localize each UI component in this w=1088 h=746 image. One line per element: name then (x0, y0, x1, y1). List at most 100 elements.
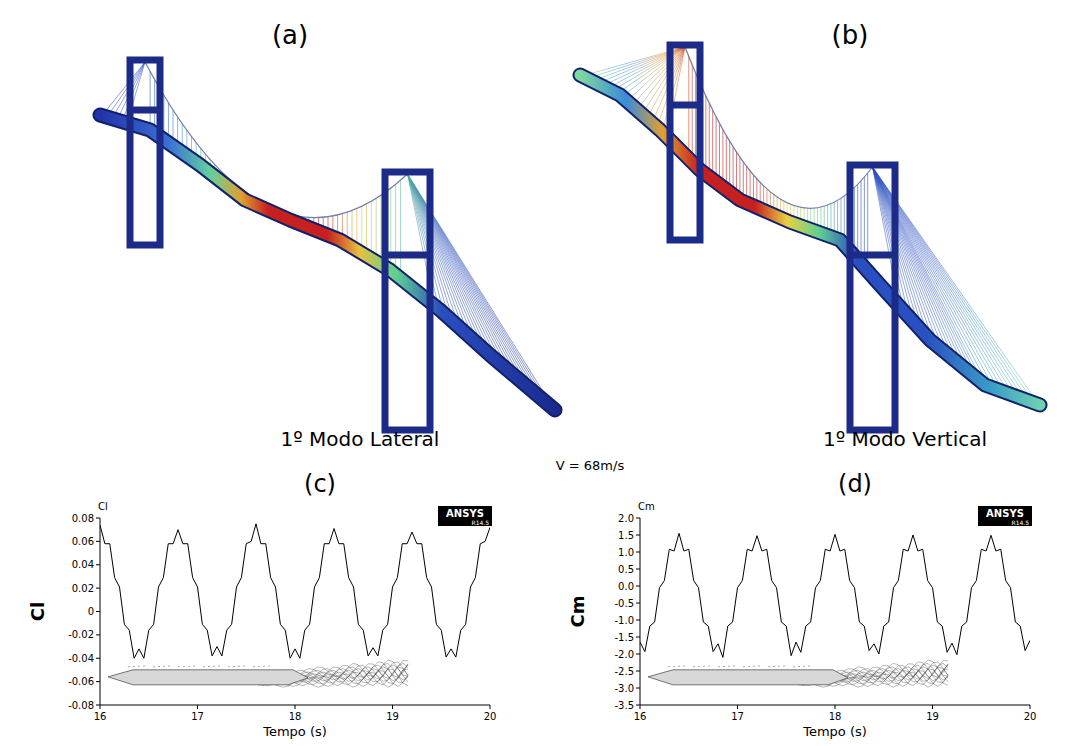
y-tick (96, 564, 100, 565)
hanger (395, 184, 396, 274)
y-tick (96, 518, 100, 519)
data-layer (100, 524, 490, 658)
main-cable (145, 62, 408, 218)
x-tick (737, 705, 738, 709)
y-tick (96, 705, 100, 706)
deck-edge (580, 75, 1040, 405)
axis-name: Cl (98, 501, 108, 512)
stay-cable (873, 167, 980, 380)
x-tick (490, 705, 491, 709)
x-tick (640, 705, 641, 709)
y-tick (96, 541, 100, 542)
streamline (253, 666, 273, 667)
x-axis-title: Tempo (s) (262, 724, 327, 739)
tower (670, 45, 700, 240)
tower (130, 60, 160, 245)
hanger (861, 181, 862, 264)
bridge-model (580, 45, 1040, 430)
y-tick (636, 552, 640, 553)
y-tick-label: -0.06 (68, 676, 94, 687)
badge-text: ANSYS (986, 508, 1024, 519)
y-tick (636, 654, 640, 655)
stay-cable (873, 167, 985, 384)
y-tick-label: 0.06 (72, 536, 94, 547)
stay-cable (408, 174, 495, 358)
badge (978, 506, 1032, 526)
x-tick (392, 705, 393, 709)
streamline (718, 666, 738, 667)
badge-version: R14.5 (471, 519, 489, 526)
x-tick-label: 17 (191, 711, 204, 722)
deck-section (108, 670, 308, 685)
badge (438, 506, 492, 526)
tower (850, 165, 895, 430)
panel-letter: (d) (838, 470, 872, 498)
stay-cable (627, 47, 685, 101)
y-tick (96, 588, 100, 589)
x-tick-label: 17 (731, 711, 744, 722)
deck (100, 115, 555, 410)
y-tick-label: -1.0 (614, 615, 634, 626)
stay-cable (408, 174, 515, 375)
streamline (768, 666, 788, 667)
y-tick (636, 705, 640, 706)
y-tick-label: -0.5 (614, 598, 634, 609)
x-tick (295, 705, 296, 709)
x-tick-label: 19 (386, 711, 399, 722)
y-tick-label: -2.5 (614, 666, 634, 677)
y-tick-label: 1.5 (618, 530, 634, 541)
y-tick-label: -0.04 (68, 653, 94, 664)
series-line (640, 533, 1030, 657)
hanger (376, 198, 377, 261)
panel-letter: (a) (272, 20, 308, 50)
deck-section (648, 670, 848, 685)
bridge-model (100, 60, 555, 430)
y-tick (96, 611, 100, 612)
figure: (a)1º Modo Lateral(b)1º Modo VerticalV =… (0, 0, 1088, 746)
y-tick (636, 603, 640, 604)
y-tick-label: -0.02 (68, 629, 94, 640)
y-tick-label: 0.0 (618, 581, 634, 592)
x-tick-label: 18 (829, 711, 842, 722)
panel-letter: (b) (832, 20, 869, 50)
deck (580, 75, 1040, 405)
y-tick-label: -2.0 (614, 649, 634, 660)
y-tick-label: 0.04 (72, 559, 94, 570)
y-tick (636, 620, 640, 621)
hanger (400, 180, 401, 278)
hanger (695, 73, 696, 166)
y-tick-label: 2.0 (618, 513, 634, 524)
flow-inset (108, 660, 408, 687)
y-tick-label: 1.0 (618, 547, 634, 558)
hanger (712, 110, 713, 179)
streamline (668, 666, 688, 667)
x-axis-title: Tempo (s) (802, 724, 867, 739)
stay-cable (873, 167, 970, 372)
y-tick-label: -0.08 (68, 700, 94, 711)
x-tick (197, 705, 198, 709)
streamline (693, 666, 713, 667)
streamline (153, 666, 173, 667)
y-tick (96, 681, 100, 682)
x-tick-label: 20 (1024, 711, 1037, 722)
series-line (100, 524, 490, 658)
chart-panel: (c)-0.08-0.06-0.04-0.0200.020.040.060.08… (27, 470, 496, 739)
streamline (793, 666, 813, 667)
chart-panel: (d)-3.5-3.0-2.5-2.0-1.5-1.0-0.50.00.51.0… (567, 470, 1036, 739)
tower-beam (850, 252, 895, 259)
y-axis-title: Cl (27, 602, 48, 621)
x-tick-label: 19 (926, 711, 939, 722)
x-tick (100, 705, 101, 709)
x-tick (1030, 705, 1031, 709)
streamline (743, 666, 763, 667)
streamline (203, 666, 223, 667)
y-tick (636, 586, 640, 587)
hanger (705, 96, 706, 174)
x-tick (932, 705, 933, 709)
y-tick (636, 637, 640, 638)
panel-letter: (c) (304, 470, 336, 498)
tower-beam (130, 107, 160, 114)
streamline (128, 666, 148, 667)
stay-cable (637, 47, 685, 110)
hanger (381, 195, 382, 264)
